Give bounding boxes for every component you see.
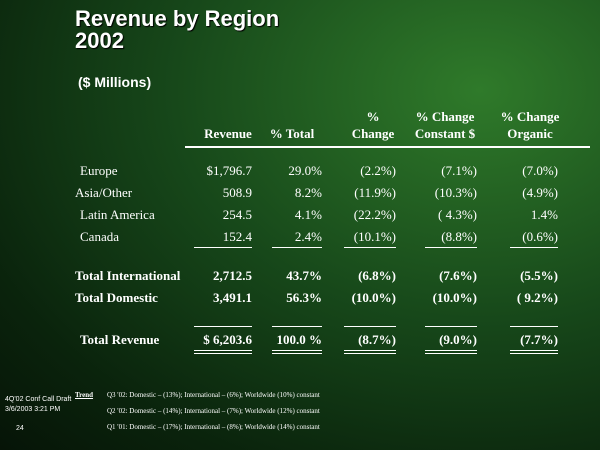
cell: (0.6%) <box>522 229 558 244</box>
cell: (9.0%) <box>439 332 477 347</box>
cell: (6.8%) <box>358 268 396 283</box>
cell: 3,491.1 <box>213 290 252 305</box>
trend-label: Trend <box>75 391 94 399</box>
cell: (7.1%) <box>441 163 477 178</box>
total-double-rule <box>425 350 477 351</box>
cell: (10.3%) <box>434 185 477 200</box>
subtotal-rule <box>194 247 252 248</box>
trend-line: Q2 '02: Domestic – (14%); International … <box>107 407 320 415</box>
column-header: Organic <box>507 126 553 141</box>
cell: 2,712.5 <box>213 268 252 283</box>
cell: ( 4.3%) <box>438 207 477 222</box>
header-rule <box>185 146 590 148</box>
subtotal-rule <box>510 247 558 248</box>
subtotal-rule <box>425 247 477 248</box>
total-double-rule <box>510 350 558 351</box>
cell: (8.7%) <box>358 332 396 347</box>
total-top-rule <box>272 326 322 327</box>
cell: 2.4% <box>294 229 322 244</box>
column-header: % Change <box>500 109 560 124</box>
cell: (8.8%) <box>441 229 477 244</box>
trend-line: Q1 '01: Domestic – (17%); International … <box>107 423 320 431</box>
total-double-rule <box>344 353 396 354</box>
total-top-rule <box>425 326 477 327</box>
row-label: Latin America <box>80 207 155 222</box>
cell: (2.2%) <box>360 163 396 178</box>
cell: (22.2%) <box>353 207 396 222</box>
column-header: % Change <box>415 109 475 124</box>
row-label: Total Revenue <box>80 332 160 347</box>
cell: (7.6%) <box>439 268 477 283</box>
cell: (7.7%) <box>520 332 558 347</box>
cell: ( 9.2%) <box>516 290 558 305</box>
title: 2002 <box>75 28 124 53</box>
page-number: 24 <box>16 425 24 432</box>
cell: 43.7% <box>286 268 322 283</box>
total-double-rule <box>194 350 252 351</box>
cell: 100.0 % <box>276 332 323 347</box>
cell: 29.0% <box>288 163 322 178</box>
footer-date: 3/6/2003 3:21 PM <box>5 406 61 413</box>
cell: (10.1%) <box>353 229 396 244</box>
row-label: Europe <box>80 163 118 178</box>
cell: (7.0%) <box>522 163 558 178</box>
total-top-rule <box>344 326 396 327</box>
total-double-rule <box>510 353 558 354</box>
column-header: Revenue <box>204 126 252 141</box>
cell: 152.4 <box>222 229 252 244</box>
subtotal-rule <box>272 247 322 248</box>
total-double-rule <box>344 350 396 351</box>
cell: 254.5 <box>222 207 252 222</box>
total-double-rule <box>272 350 322 351</box>
cell: $ 6,203.6 <box>203 332 252 347</box>
column-header: Change <box>351 126 395 141</box>
cell: (10.0%) <box>351 290 396 305</box>
subtotal-rule <box>344 247 396 248</box>
row-label: Total International <box>75 268 181 283</box>
column-header: % <box>366 109 380 124</box>
total-top-rule <box>194 326 252 327</box>
cell: 1.4% <box>530 207 558 222</box>
cell: 508.9 <box>222 185 252 200</box>
cell: (10.0%) <box>432 290 477 305</box>
cell: (4.9%) <box>522 185 558 200</box>
cell: (5.5%) <box>520 268 558 283</box>
cell: 4.1% <box>294 207 322 222</box>
row-label: Asia/Other <box>75 185 133 200</box>
trend-line: Q3 '02: Domestic – (13%); International … <box>107 391 320 399</box>
column-header: % Total <box>269 126 315 141</box>
total-top-rule <box>510 326 558 327</box>
total-double-rule <box>194 353 252 354</box>
cell: 8.2% <box>294 185 322 200</box>
total-double-rule <box>425 353 477 354</box>
footer-draft: 4Q'02 Conf Call Draft <box>5 396 72 403</box>
cell: 56.3% <box>286 290 322 305</box>
column-header: Constant $ <box>414 126 476 141</box>
cell: $1,796.7 <box>206 163 253 178</box>
cell: (11.9%) <box>354 185 396 200</box>
total-double-rule <box>272 353 322 354</box>
subtitle: ($ Millions) <box>78 74 152 90</box>
row-label: Total Domestic <box>75 290 158 305</box>
row-label: Canada <box>80 229 119 244</box>
title: Revenue by Region <box>75 6 280 31</box>
